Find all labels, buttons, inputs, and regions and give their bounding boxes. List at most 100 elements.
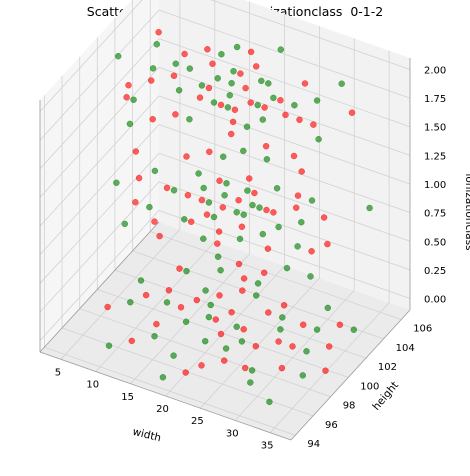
scatter-point	[290, 152, 298, 160]
scatter-point	[207, 301, 214, 309]
scatter-point	[193, 296, 201, 304]
scatter-point	[209, 60, 216, 67]
scatter-point	[265, 309, 272, 316]
z-tick-label: 1.75	[424, 94, 446, 105]
scatter-point	[252, 343, 260, 350]
scatter-point	[301, 80, 309, 87]
scatter-point	[159, 374, 167, 381]
scatter-point	[241, 364, 249, 372]
scatter-point	[127, 299, 134, 306]
y-tick-label: 100	[360, 381, 379, 392]
scatter-point	[228, 79, 235, 87]
scatter-point	[172, 60, 180, 67]
scatter-point	[137, 277, 145, 284]
scatter-point	[245, 175, 253, 182]
scatter-point	[181, 216, 188, 223]
scatter-point	[184, 191, 192, 199]
scatter-point	[291, 101, 298, 109]
scatter-point	[219, 153, 227, 160]
scatter-point	[170, 352, 177, 359]
scatter-point	[298, 168, 305, 175]
scatter-point	[196, 94, 204, 101]
scatter-point	[336, 321, 344, 328]
scatter-point	[308, 197, 316, 204]
scatter-point	[146, 203, 153, 211]
scatter-point	[247, 379, 254, 386]
scatter-point	[130, 96, 137, 104]
scatter-point	[229, 118, 237, 126]
scatter-point	[233, 43, 241, 51]
scatter-point	[223, 180, 230, 187]
scatter-point	[205, 84, 213, 92]
scatter-point	[114, 53, 122, 60]
x-tick-label: 20	[156, 404, 169, 415]
x-tick-label: 5	[55, 367, 61, 378]
scatter-point	[240, 275, 248, 282]
scatter-point	[326, 343, 333, 350]
grid-line-z	[39, 38, 411, 169]
scatter-point	[153, 41, 161, 48]
scatter-point	[275, 338, 282, 345]
scatter-point	[261, 269, 268, 276]
x-tick-label: 15	[121, 392, 134, 403]
scatter-point	[249, 201, 256, 209]
scatter-point	[175, 87, 183, 94]
scatter-point	[135, 174, 143, 182]
scatter-point	[324, 304, 331, 312]
scatter-point	[315, 135, 322, 143]
scatter-point	[181, 50, 188, 58]
z-axis-label: ionizationclass	[463, 173, 470, 250]
scatter-point	[224, 104, 232, 111]
scatter-point	[294, 192, 302, 199]
scatter-point	[279, 314, 286, 321]
scatter-point	[248, 367, 256, 374]
scatter-point	[153, 320, 160, 328]
scatter-point	[220, 357, 228, 364]
scatter-point	[263, 206, 270, 214]
scatter-point	[149, 115, 156, 123]
scatter-point	[254, 280, 262, 287]
scatter-point	[275, 223, 282, 231]
scatter-point	[259, 230, 266, 238]
y-tick-label: 98	[343, 401, 356, 412]
scatter-point	[338, 80, 345, 87]
scatter-point	[203, 211, 211, 218]
scatter-point	[212, 316, 220, 323]
scatter-point	[253, 63, 260, 70]
scatter-point	[128, 337, 136, 345]
scatter-point	[238, 223, 246, 231]
scatter-point	[235, 196, 242, 204]
scatter-point	[244, 187, 251, 194]
scatter-point	[132, 198, 139, 206]
z-tick-label: 2.00	[424, 66, 446, 77]
scatter-point	[214, 240, 221, 247]
tick-labels: 5 10 15 20 25 30 35 94 96 98 100 102 104 106 0.00 0.25 0…	[55, 66, 447, 452]
scatter-point	[182, 369, 189, 376]
scatter-point	[214, 253, 222, 260]
scatter-point	[206, 148, 213, 156]
scatter-point	[307, 273, 314, 280]
scatter-point	[240, 147, 247, 155]
scatter-point	[187, 218, 195, 226]
scatter-point	[350, 326, 357, 333]
scatter-point	[280, 302, 288, 309]
grid-line-z	[39, 66, 411, 198]
scatter-point	[165, 287, 173, 294]
z-tick-label: 0.75	[424, 209, 446, 220]
scatter-point	[243, 123, 251, 131]
scatter-point	[151, 167, 159, 175]
scatter-point	[239, 287, 246, 294]
scatter-point	[151, 333, 158, 340]
grid-line-z	[39, 152, 411, 284]
scatter-point	[298, 218, 305, 226]
scatter-point	[303, 348, 310, 355]
scatter-point	[163, 299, 171, 306]
scatter-point	[322, 367, 329, 374]
scatter-point	[216, 177, 223, 185]
scatter-point	[299, 372, 306, 379]
scatter-point	[222, 345, 230, 352]
scatter-point	[236, 235, 244, 243]
scatter-point	[251, 189, 258, 197]
x-tick-label: 35	[261, 441, 274, 452]
scatter-point	[313, 326, 321, 333]
